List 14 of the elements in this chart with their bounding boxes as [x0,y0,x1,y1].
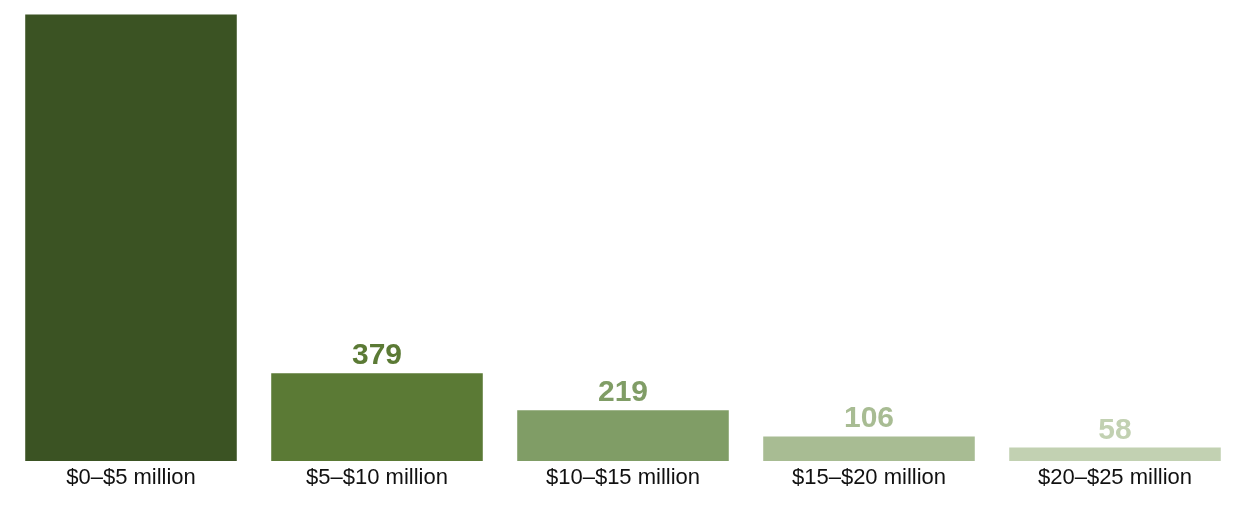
x-tick-label: $0–$5 million [66,464,196,489]
data-label: 219 [597,374,649,408]
bar [763,436,975,461]
x-tick-label: $5–$10 million [306,464,448,489]
x-tick-label: $20–$25 million [1037,464,1193,489]
data-label: 58 [1098,411,1132,445]
bar [1009,447,1221,461]
data-label: 106 [843,400,895,434]
bar [271,373,483,461]
bar [25,14,237,461]
bar [517,410,729,461]
x-tick-label: $10–$15 million [545,464,701,489]
data-label: 379 [351,337,403,371]
x-tick-label: $15–$20 million [791,464,947,489]
